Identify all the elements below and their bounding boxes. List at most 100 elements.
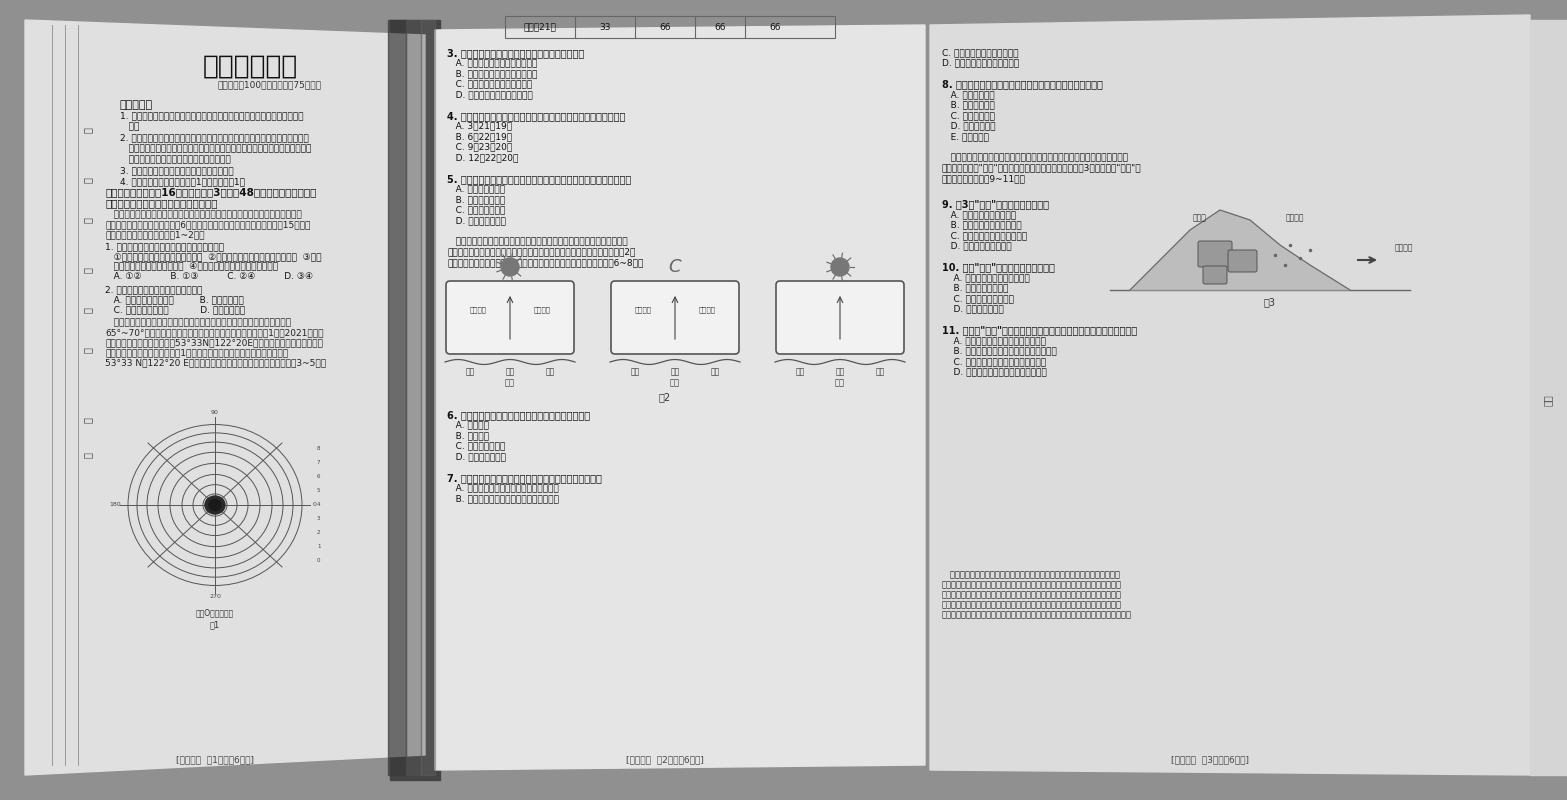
Text: 下沉气流: 下沉气流	[533, 306, 550, 314]
Text: [高三地理  第1页（共6页）]: [高三地理 第1页（共6页）]	[176, 755, 254, 765]
Text: 什学家利用卡伯大空望远镜在银河系中一颗恒星周边发现了超级木星，其大小与: 什学家利用卡伯大空望远镜在银河系中一颗恒星周边发现了超级木星，其大小与	[105, 210, 302, 219]
Text: 1: 1	[317, 545, 321, 550]
Text: 别: 别	[83, 127, 92, 133]
Text: 10. 形成"鉴变"景观岩体的主要特征是: 10. 形成"鉴变"景观岩体的主要特征是	[942, 262, 1055, 273]
Text: 地球上的极光平均每年出现的次数随着纬度的变化而变化，极光高发区位于: 地球上的极光平均每年出现的次数随着纬度的变化而变化，极光高发区位于	[105, 318, 291, 327]
Text: 风化层: 风化层	[1192, 213, 1207, 222]
FancyBboxPatch shape	[1199, 241, 1232, 267]
Text: 270: 270	[208, 594, 221, 599]
Text: 3. 影响极光高发带在高纬度地区形成的主要因素是: 3. 影响极光高发带在高纬度地区形成的主要因素是	[447, 48, 584, 58]
Text: 涂黑。如需改动，用橡皮擦干净后，再选涂其他答案标号。回答非选择题时，: 涂黑。如需改动，用橡皮擦干净后，再选涂其他答案标号。回答非选择题时，	[121, 144, 312, 153]
Text: 珊瑚礁在热带浅水中，浮游植物是其主要食物来源，海水水温升高会影响珊瑚: 珊瑚礁在热带浅水中，浮游植物是其主要食物来源，海水水温升高会影响珊瑚	[942, 570, 1120, 579]
Text: 4. 本试卷主要考试内容：必修1，选择性必修1。: 4. 本试卷主要考试内容：必修1，选择性必修1。	[121, 177, 244, 186]
Text: 考: 考	[83, 217, 92, 223]
Text: 11. 花岗岩"鉴变"岩地下部分地上部分，主要原因是地下部分的花岗岩: 11. 花岗岩"鉴变"岩地下部分地上部分，主要原因是地下部分的花岗岩	[942, 326, 1138, 335]
Text: C. 含有地貌附积近地积: C. 含有地貌附积近地积	[942, 294, 1014, 303]
Text: A. 产生局地气流: A. 产生局地气流	[942, 90, 995, 99]
Text: 66: 66	[769, 22, 780, 31]
Text: C: C	[669, 258, 682, 276]
Text: D. 地球磁场强度和大气层厚度: D. 地球磁场强度和大气层厚度	[447, 90, 533, 99]
Text: 陆地: 陆地	[630, 367, 639, 376]
Text: [高三地理  第2页（共6页）]: [高三地理 第2页（共6页）]	[627, 755, 704, 765]
Text: 1. 超级木星具有超长轨道周期的主要原因可能是: 1. 超级木星具有超长轨道周期的主要原因可能是	[105, 242, 224, 251]
Text: 将答案写在答题卡上。写在本试卷上无效。: 将答案写在答题卡上。写在本试卷上无效。	[121, 155, 230, 164]
Text: 0: 0	[317, 558, 321, 563]
Text: A. 3月21日19时: A. 3月21日19时	[447, 122, 512, 130]
Text: 图3: 图3	[1265, 297, 1276, 307]
Text: [高三地理  第3页（共6页）]: [高三地理 第3页（共6页）]	[1171, 755, 1249, 765]
Text: D. 黄昏一戌时一狗: D. 黄昏一戌时一狗	[447, 216, 506, 225]
Text: 之旧: 之旧	[1543, 394, 1553, 406]
Text: 图2: 图2	[660, 392, 671, 402]
FancyBboxPatch shape	[776, 281, 904, 354]
Text: 初始风化: 初始风化	[1395, 243, 1413, 252]
Text: A. ①②          B. ①③          C. ②④          D. ③④: A. ①② B. ①③ C. ②④ D. ③④	[105, 272, 313, 281]
Text: 上升气流: 上升气流	[699, 306, 716, 314]
Text: 下沉气流: 下沉气流	[635, 306, 652, 314]
Text: 场: 场	[83, 307, 92, 313]
Text: A. 长期处于干燥状态，风化速度加快: A. 长期处于干燥状态，风化速度加快	[942, 336, 1045, 345]
Text: C. 日昳一未时一羊: C. 日昳一未时一羊	[447, 206, 505, 214]
Text: B. 逐渐减弱: B. 逐渐减弱	[447, 431, 489, 440]
Text: 时也在热带海洋大学开发变化，近海这些同连通海域的生产力高，哺乳动物在近海: 时也在热带海洋大学开发变化，近海这些同连通海域的生产力高，哺乳动物在近海	[942, 600, 1122, 609]
Bar	[390, 20, 440, 780]
Text: 90: 90	[212, 410, 219, 415]
Text: 姓: 姓	[83, 452, 92, 458]
Text: 名: 名	[83, 417, 92, 423]
Text: B. 食时一辰时一龙: B. 食时一辰时一龙	[447, 195, 505, 204]
Text: 53°33 N，122°20 E）观光时拍出的极光高发带，太阳活据此完成3~5题。: 53°33 N，122°20 E）观光时拍出的极光高发带，太阳活据此完成3~5题…	[105, 358, 326, 367]
Text: 1. 答题前，考生务必将自己的姓名、考生号、考场号、座位号填写在答题卡: 1. 答题前，考生务必将自己的姓名、考生号、考场号、座位号填写在答题卡	[121, 111, 304, 120]
Text: 180: 180	[110, 502, 121, 507]
Text: 海洋: 海洋	[835, 367, 845, 376]
Text: C. 大气对流运动旺盛           D. 液态水更丰富: C. 大气对流运动旺盛 D. 液态水更丰富	[105, 305, 244, 314]
Text: 上升气流: 上升气流	[470, 306, 486, 314]
FancyBboxPatch shape	[1203, 266, 1227, 284]
Text: E. 风向易多变: E. 风向易多变	[942, 132, 989, 141]
Text: B. 岩节理，褶皱发育: B. 岩节理，褶皱发育	[942, 283, 1009, 293]
Polygon shape	[929, 15, 1529, 775]
Text: 陆地: 陆地	[710, 367, 719, 376]
FancyBboxPatch shape	[611, 281, 740, 354]
Text: 陆地: 陆地	[545, 367, 555, 376]
Text: 0: 0	[313, 502, 317, 507]
FancyBboxPatch shape	[447, 281, 574, 354]
Text: 3: 3	[317, 517, 321, 522]
Text: C. 加剧大气污染: C. 加剧大气污染	[942, 111, 995, 120]
Text: B. 长期暴露用周围减弱明显: B. 长期暴露用周围减弱明显	[942, 221, 1022, 230]
Text: 陆地: 陆地	[465, 367, 475, 376]
Polygon shape	[436, 25, 925, 770]
Text: 2. 回答选择题时，选出每小题答案后，用铅笔把答题卡上对应题目的答案标号: 2. 回答选择题时，选出每小题答案后，用铅笔把答题卡上对应题目的答案标号	[121, 133, 309, 142]
Text: 题: 题	[83, 177, 92, 183]
Text: C. 且在下部分凸出地上部分育: C. 且在下部分凸出地上部分育	[942, 231, 1026, 240]
Ellipse shape	[208, 499, 221, 510]
Text: 2. 推测超级木星自然环境的主要特征是: 2. 推测超级木星自然环境的主要特征是	[105, 285, 202, 294]
Text: 夜间: 夜间	[671, 378, 680, 387]
Text: 本试卷满分100分，考试用时75分钟。: 本试卷满分100分，考试用时75分钟。	[218, 81, 321, 90]
Text: 高一（21）: 高一（21）	[523, 22, 556, 31]
Bar	[406, 20, 422, 775]
Text: 花岗岩体: 花岗岩体	[1287, 213, 1304, 222]
Text: ①超级木星质量大，受恒星的引力大  ②受其他天体干扰较大，轨道不规则  ③公转: ①超级木星质量大，受恒星的引力大 ②受其他天体干扰较大，轨道不规则 ③公转	[105, 252, 321, 261]
Text: D. 白天和夜晚均位于海洋上空: D. 白天和夜晚均位于海洋上空	[942, 58, 1019, 67]
Text: C. 正午太阳高度和大气层厚度: C. 正午太阳高度和大气层厚度	[447, 79, 533, 89]
Circle shape	[831, 258, 849, 276]
Text: 注意事项：: 注意事项：	[121, 100, 154, 110]
Text: 海洋: 海洋	[506, 367, 514, 376]
Circle shape	[501, 258, 519, 276]
Text: B. 地球公转速度和地球自转速度: B. 地球公转速度和地球自转速度	[447, 69, 537, 78]
Text: 6. 城市建设过程中，海陆热力环流强度发生的变化是: 6. 城市建设过程中，海陆热力环流强度发生的变化是	[447, 410, 591, 420]
Text: C. 9月23日20时: C. 9月23日20时	[447, 142, 512, 151]
Text: 高三地理试卷: 高三地理试卷	[202, 54, 298, 80]
Text: 4. 该游客在此时在我国北极村欣赏极光，此时的北京时间最可能是: 4. 该游客在此时在我国北极村欣赏极光，此时的北京时间最可能是	[447, 111, 625, 121]
Text: 上。: 上。	[121, 122, 139, 131]
Text: 气污染物的往复循环，而城市引发的辐合气流会使得产生局地大气污染。图2示: 气污染物的往复循环，而城市引发的辐合气流会使得产生局地大气污染。图2示	[447, 247, 635, 257]
Text: A. 岩石的发育规模较地貌坑积: A. 岩石的发育规模较地貌坑积	[942, 273, 1030, 282]
Text: 白天: 白天	[835, 378, 845, 387]
Text: 考: 考	[83, 347, 92, 353]
Text: 3. 考试结束后，将本试卷和答题卡一并交回。: 3. 考试结束后，将本试卷和答题卡一并交回。	[121, 166, 233, 175]
Text: 方向与其他星系相反，阻力大  ④与邻近恒星距离遥远，公转速度慢: 方向与其他星系相反，阻力大 ④与邻近恒星距离遥远，公转速度慢	[105, 262, 277, 271]
Text: D. 长期处于潮湿状态，风化速度加快: D. 长期处于潮湿状态，风化速度加快	[942, 367, 1047, 377]
Text: B. 抑制降水发生: B. 抑制降水发生	[942, 101, 995, 110]
Text: 海洋: 海洋	[671, 367, 680, 376]
Text: 有超长的轨道周期，据此完成1~2题。: 有超长的轨道周期，据此完成1~2题。	[105, 230, 205, 239]
